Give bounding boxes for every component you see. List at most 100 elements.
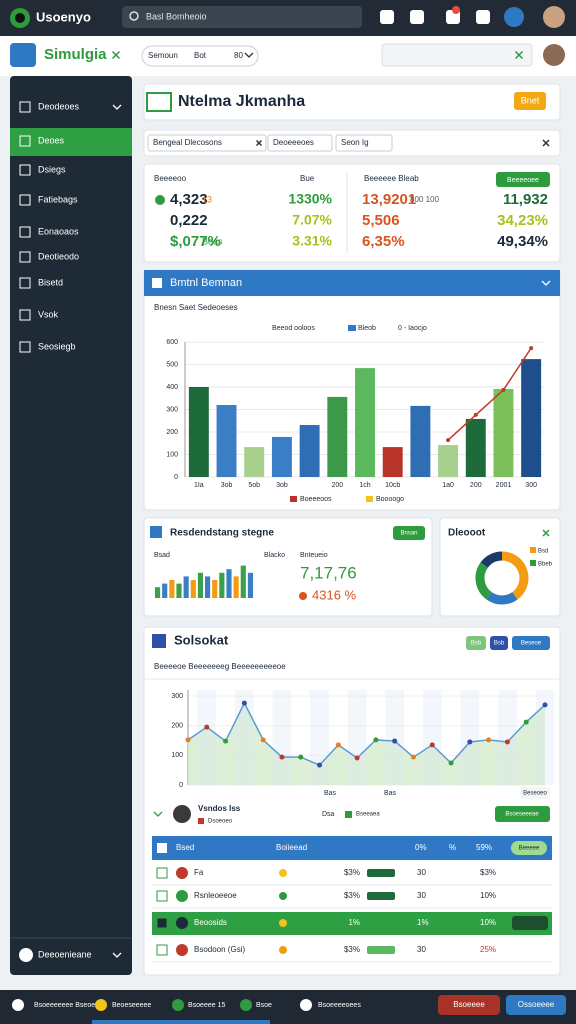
close-icon[interactable] <box>255 139 263 147</box>
trend-point <box>446 438 451 443</box>
button[interactable] <box>512 636 550 650</box>
chevron[interactable] <box>112 104 122 110</box>
cell: $3% <box>344 868 360 877</box>
legend-swatch <box>290 496 297 502</box>
nav-item[interactable]: Bsoeeee 15 <box>188 1002 225 1009</box>
chevron[interactable] <box>244 52 254 58</box>
nav-item[interactable]: Beoeseeeee <box>112 1002 151 1009</box>
stat-icon <box>155 195 165 205</box>
chevron[interactable] <box>112 952 122 958</box>
user-menu[interactable] <box>504 7 524 27</box>
avatar <box>176 917 188 929</box>
close-icon[interactable] <box>542 529 550 537</box>
y-tick-label: 0 <box>179 782 183 789</box>
point <box>373 737 379 743</box>
checkbox[interactable] <box>156 890 168 902</box>
nav-item[interactable]: Bsoeeeeeee Bseoees <box>34 1002 103 1009</box>
close-icon[interactable] <box>542 139 550 147</box>
y-tick-label: 200 <box>171 722 183 729</box>
donut-card <box>439 517 561 617</box>
row-icon <box>279 946 287 954</box>
nav-icon[interactable] <box>95 999 107 1011</box>
stat-value: 49,34% <box>497 233 548 250</box>
nav-item[interactable]: Eonaoaos <box>38 226 79 236</box>
nav-icon[interactable] <box>240 999 252 1011</box>
active-item <box>10 128 132 156</box>
nav-item[interactable]: Vsok <box>38 309 59 319</box>
filter-tag[interactable] <box>267 134 333 152</box>
nav-item[interactable]: Deotieodo <box>38 251 79 261</box>
toolbar-icon[interactable] <box>410 10 424 24</box>
nav-item[interactable]: Bsoe <box>256 1002 272 1009</box>
button[interactable] <box>490 636 508 650</box>
nav-item[interactable]: Bisetd <box>38 277 63 287</box>
button[interactable] <box>496 172 550 187</box>
stat-value: 6,35% <box>362 233 405 250</box>
row-icon <box>279 919 287 927</box>
area-band <box>460 690 480 785</box>
nav-icon[interactable] <box>12 999 24 1011</box>
button[interactable] <box>495 806 550 822</box>
line <box>187 701 546 767</box>
nav-footer[interactable]: Deeoenieane <box>38 949 92 959</box>
nav-item[interactable]: Fatiebags <box>38 194 78 204</box>
card-title: Resdendstang stegne <box>170 528 274 539</box>
avatar[interactable] <box>543 44 565 66</box>
checkbox[interactable] <box>156 944 168 956</box>
area-band <box>310 690 329 785</box>
nav-item[interactable]: Deoes <box>38 135 65 145</box>
button[interactable] <box>438 995 500 1015</box>
button[interactable] <box>514 92 546 110</box>
trend-point <box>529 346 534 351</box>
select[interactable] <box>141 45 259 67</box>
donut-segment <box>475 562 492 600</box>
chevron[interactable] <box>541 280 551 286</box>
row-name: Beoosids <box>194 918 227 927</box>
x-tick-label: Beseoeo <box>523 791 547 797</box>
point <box>392 738 398 744</box>
button[interactable] <box>506 995 566 1015</box>
nav-item[interactable]: Seosiegb <box>38 341 76 351</box>
button[interactable] <box>511 841 547 855</box>
filter-tag[interactable] <box>335 134 393 152</box>
bar <box>382 447 403 477</box>
area-band <box>422 690 442 785</box>
big-number: 7,17,76 <box>300 563 357 582</box>
mini-bar <box>219 572 225 598</box>
button[interactable] <box>466 636 486 650</box>
stats-card <box>143 163 561 263</box>
toolbar-icon[interactable] <box>380 10 394 24</box>
stat-value: 7.07% <box>292 212 332 228</box>
stat-value: 5,506 <box>362 212 400 229</box>
point <box>223 738 229 744</box>
close-icon[interactable] <box>514 50 524 60</box>
toolbar-icon[interactable] <box>476 10 490 24</box>
cell: $3% <box>344 945 360 954</box>
nav-icon[interactable] <box>300 999 312 1011</box>
chevron[interactable] <box>153 811 163 817</box>
nav-icon[interactable] <box>172 999 184 1011</box>
row-chip <box>512 916 548 930</box>
point <box>241 700 247 706</box>
checkbox[interactable] <box>156 917 168 929</box>
close-icon[interactable] <box>111 50 121 60</box>
point <box>204 724 210 730</box>
tab[interactable]: Simulgia <box>44 46 107 63</box>
nav-item[interactable]: Deodeoes <box>38 101 80 111</box>
filter-tag[interactable] <box>147 134 267 152</box>
checkbox[interactable] <box>156 867 168 879</box>
button[interactable] <box>393 526 425 540</box>
x-tick-label: 3ob <box>276 482 288 489</box>
nav-item[interactable]: Dsiegs <box>38 164 66 174</box>
mini-bar <box>226 569 232 598</box>
row-meta: Dsa <box>322 811 335 818</box>
area-band <box>385 690 405 785</box>
nav-item[interactable]: Bsoeeeeoees <box>318 1002 361 1009</box>
trend-line <box>447 347 532 441</box>
search-input[interactable] <box>381 43 533 67</box>
search-box[interactable] <box>122 6 362 28</box>
checkbox[interactable] <box>157 843 167 853</box>
select-option: Semoun <box>148 51 178 60</box>
avatar[interactable] <box>543 6 565 28</box>
